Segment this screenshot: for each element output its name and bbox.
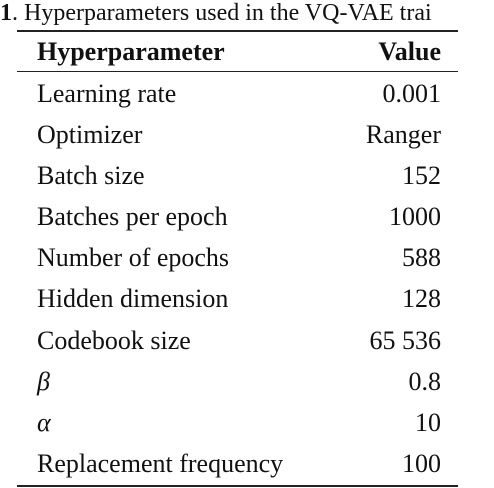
table-bottom-rule — [17, 485, 458, 487]
row-hyperparameter: Number of epochs — [37, 243, 230, 272]
row-value: 100 — [402, 449, 441, 478]
table-row: Batch size 152 — [17, 155, 458, 196]
row-hyperparameter: Batch size — [37, 161, 145, 190]
table-row: Learning rate 0.001 — [17, 73, 458, 114]
table-number: 1 — [0, 0, 12, 26]
row-hyperparameter: α — [37, 408, 51, 437]
row-value: 1000 — [389, 202, 441, 231]
caption-text: . Hyperparameters used in the VQ-VAE tra… — [12, 0, 432, 26]
header-hyperparameter: Hyperparameter — [37, 37, 225, 66]
table-caption: 1. Hyperparameters used in the VQ-VAE tr… — [0, 0, 494, 28]
header-value: Value — [378, 37, 441, 66]
table-row: Codebook size 65 536 — [17, 320, 458, 361]
table-row: Optimizer Ranger — [17, 114, 458, 155]
table-row: β 0.8 — [17, 361, 458, 402]
table-row: Number of epochs 588 — [17, 237, 458, 278]
row-hyperparameter: Replacement frequency — [37, 449, 284, 478]
row-hyperparameter: β — [37, 367, 50, 396]
row-hyperparameter: Hidden dimension — [37, 284, 229, 313]
row-value: Ranger — [365, 120, 441, 149]
row-value: 65 536 — [369, 326, 442, 355]
row-value: 152 — [402, 161, 441, 190]
table-header-row: Hyperparameter Value — [17, 34, 458, 70]
row-value: 128 — [402, 284, 441, 313]
table-row: Batches per epoch 1000 — [17, 196, 458, 237]
row-hyperparameter: Optimizer — [37, 120, 143, 149]
table-top-rule — [17, 30, 458, 32]
row-value: 0.8 — [408, 367, 442, 396]
table-header-rule — [17, 71, 458, 72]
row-hyperparameter: Codebook size — [37, 326, 191, 355]
row-value: 0.001 — [382, 79, 442, 108]
row-hyperparameter: Batches per epoch — [37, 202, 228, 231]
row-value: 588 — [402, 243, 441, 272]
row-value: 10 — [415, 408, 441, 437]
table-row: Replacement frequency 100 — [17, 443, 458, 484]
row-hyperparameter: Learning rate — [37, 79, 177, 108]
table-row: Hidden dimension 128 — [17, 278, 458, 319]
table-row: α 10 — [17, 402, 458, 443]
